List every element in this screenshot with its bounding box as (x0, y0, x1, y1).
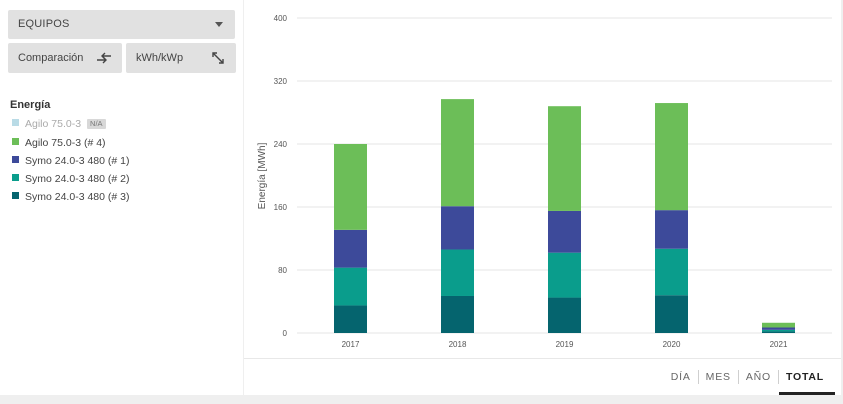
y-tick-label: 320 (274, 77, 288, 86)
tab-mes[interactable]: MES (705, 371, 731, 383)
legend-swatch (12, 156, 19, 163)
tab-ano[interactable]: AÑO (745, 371, 771, 383)
device-select-value: EQUIPOS (18, 18, 70, 30)
sidebar-panel: EQUIPOS Comparación kWh/kWp Energía Agil… (0, 0, 243, 395)
legend-swatch (12, 138, 19, 145)
swap-arrows-icon (97, 52, 111, 64)
bar-segment[interactable] (334, 267, 367, 306)
tab-separator (777, 370, 779, 384)
y-axis-label: Energía [MWh] (257, 142, 268, 209)
bar-segment[interactable] (441, 206, 474, 250)
tab-dia[interactable]: DÍA (670, 371, 691, 383)
bar-segment[interactable] (655, 103, 688, 211)
x-tick-label: 2021 (770, 340, 788, 349)
bar-segment[interactable] (441, 295, 474, 333)
legend-item-label: Symo 24.0-3 480 (# 2) (25, 173, 130, 185)
chevron-down-icon (215, 22, 223, 27)
bar-segment[interactable] (655, 295, 688, 333)
device-select[interactable]: EQUIPOS (8, 10, 235, 39)
bar-segment[interactable] (548, 210, 581, 253)
y-tick-label: 400 (274, 14, 288, 23)
y-tick-label: 0 (283, 329, 288, 338)
legend-item-label: Agilo 75.0-3 (25, 118, 82, 130)
bar-segment[interactable] (334, 229, 367, 268)
bar-segment[interactable] (548, 106, 581, 211)
unit-toggle-button[interactable]: kWh/kWp (126, 43, 236, 73)
bar-segment[interactable] (762, 329, 795, 332)
y-tick-label: 240 (274, 140, 288, 149)
bars (334, 99, 795, 333)
legend-item-agilo-75[interactable]: Agilo 75.0-3 N/A (12, 118, 106, 132)
y-tick-label: 80 (278, 266, 287, 275)
expand-diagonal-icon (212, 52, 224, 64)
bar-segment[interactable] (762, 322, 795, 328)
legend-item-label: Symo 24.0-3 480 (# 1) (25, 155, 130, 167)
legend-title: Energía (10, 99, 51, 111)
na-badge: N/A (87, 119, 106, 129)
legend-item-symo-2[interactable]: Symo 24.0-3 480 (# 2) (12, 173, 129, 187)
bar-segment[interactable] (441, 249, 474, 296)
tab-total[interactable]: TOTAL (778, 367, 836, 395)
legend-item-label: Agilo 75.0-3 (# 4) (25, 137, 106, 149)
compare-button[interactable]: Comparación (8, 43, 122, 73)
x-tick-label: 2020 (663, 340, 681, 349)
y-tick-label: 160 (274, 203, 288, 212)
bar-segment[interactable] (334, 144, 367, 230)
legend-item-symo-1[interactable]: Symo 24.0-3 480 (# 1) (12, 155, 129, 169)
legend-swatch (12, 174, 19, 181)
bar-segment[interactable] (655, 248, 688, 296)
legend-item-label: Symo 24.0-3 480 (# 3) (25, 191, 130, 203)
unit-toggle-label: kWh/kWp (136, 52, 184, 64)
x-tick-label: 2018 (449, 340, 467, 349)
x-tick-label: 2019 (556, 340, 574, 349)
x-tick-label: 2017 (342, 340, 360, 349)
tab-separator (697, 370, 699, 384)
compare-button-label: Comparación (18, 52, 84, 64)
bar-segment[interactable] (334, 305, 367, 333)
legend-swatch (12, 119, 19, 126)
bottom-divider (244, 358, 841, 359)
period-tabs: DÍA MES AÑO TOTAL (664, 367, 836, 395)
y-tick-labels: 0 80 160 240 320 400 (274, 14, 288, 338)
legend-item-symo-3[interactable]: Symo 24.0-3 480 (# 3) (12, 191, 129, 205)
bar-segment[interactable] (548, 297, 581, 333)
x-tick-labels: 2017 2018 2019 2020 2021 (342, 340, 788, 349)
bar-segment[interactable] (548, 252, 581, 298)
bar-segment[interactable] (655, 210, 688, 249)
tab-separator (737, 370, 739, 384)
bar-segment[interactable] (441, 99, 474, 207)
bar-segment[interactable] (762, 327, 795, 330)
bar-segment[interactable] (762, 331, 795, 333)
legend-swatch (12, 192, 19, 199)
legend-item-agilo-75-4[interactable]: Agilo 75.0-3 (# 4) (12, 137, 106, 151)
